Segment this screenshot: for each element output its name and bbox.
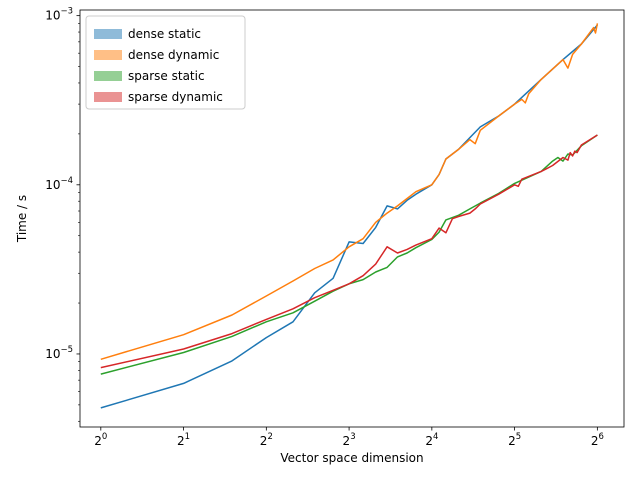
legend-frame (85, 15, 246, 110)
series-line-sparse-dynamic (100, 134, 598, 369)
x-tick-label: 22 (260, 432, 273, 448)
legend-swatch (94, 29, 122, 39)
x-tick-label: 26 (591, 432, 604, 448)
legend: dense static dense dynamic sparse static sp… (85, 15, 246, 110)
series-layer (100, 23, 599, 409)
x-tick-label: 20 (94, 432, 107, 448)
x-tick-label: 25 (508, 432, 521, 448)
x-tick-label: 24 (425, 432, 438, 448)
x-axis-ticks: 20 21 22 23 24 25 26 (94, 427, 604, 448)
legend-label: sparse dynamic (128, 90, 223, 104)
x-axis-label: Vector space dimension (280, 451, 423, 465)
x-tick-label: 23 (343, 432, 356, 448)
y-axis-label: Time / s (15, 195, 29, 243)
legend-label: sparse static (128, 69, 205, 83)
series-line-sparse-static (100, 134, 598, 375)
x-tick-label: 21 (177, 432, 190, 448)
series-line-dense-dynamic (100, 23, 599, 361)
plot-frame (79, 9, 625, 428)
y-tick-label: 10−4 (45, 176, 73, 192)
legend-swatch (94, 50, 122, 60)
y-tick-label: 10−5 (45, 345, 73, 361)
legend-label: dense static (128, 27, 201, 41)
legend-label: dense dynamic (128, 48, 219, 62)
y-axis-ticks: 10−5 10−4 10−3 (45, 7, 80, 422)
legend-swatch (94, 71, 122, 81)
legend-swatch (94, 92, 122, 102)
y-tick-label: 10−3 (45, 7, 73, 23)
